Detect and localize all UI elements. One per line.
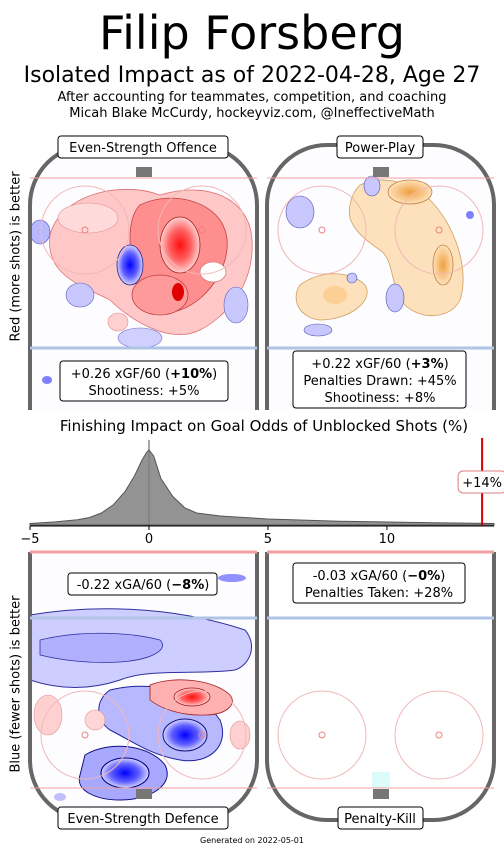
es-offence-xgf: +0.26 xGF/60 (+10%) [71, 367, 217, 382]
penalty-kill-label: Penalty-Kill [344, 812, 416, 827]
power-play-penalties-drawn: Penalties Drawn: +45% [303, 374, 456, 389]
power-play-shootiness: Shootiness: +8% [325, 391, 436, 406]
penalty-kill-penalties-taken: Penalties Taken: +28% [305, 586, 453, 601]
es-offence-shootiness: Shootiness: +5% [89, 384, 200, 399]
player-finishing-label: +14% [462, 476, 502, 491]
penalty-kill-heatmap [372, 772, 390, 788]
density-tick-label: 0 [145, 532, 153, 547]
penalty-kill-rink: -0.03 xGA/60 (−0%) Penalties Taken: +28%… [265, 550, 496, 830]
density-x-ticks: −5 0 5 10 [20, 526, 395, 547]
es-offence-label: Even-Strength Offence [69, 141, 217, 156]
penalty-kill-xga: -0.03 xGA/60 (−0%) [313, 569, 446, 584]
page-title: Filip Forsberg [99, 6, 405, 60]
power-play-label: Power-Play [345, 141, 416, 156]
power-play-goal-icon [373, 167, 389, 177]
density-tick-label: −5 [20, 532, 39, 547]
power-play-rink: Power-Play +0.22 xGF/60 (+3%) Penalties … [265, 135, 496, 410]
page-subtitle: Isolated Impact as of 2022-04-28, Age 27 [23, 63, 481, 88]
es-defence-rink: -0.22 xGA/60 (−8%) Even-Strength Defence [28, 550, 259, 830]
method-note: After accounting for teammates, competit… [57, 90, 447, 105]
es-defence-xga: -0.22 xGA/60 (−8%) [77, 578, 210, 593]
defence-goal-icon [136, 789, 152, 799]
es-defence-label: Even-Strength Defence [67, 812, 218, 827]
density-chart-title: Finishing Impact on Goal Odds of Unblock… [60, 417, 468, 435]
penalty-kill-goal-icon [373, 789, 389, 799]
finishing-density-chart: Finishing Impact on Goal Odds of Unblock… [20, 417, 504, 547]
author-credit: Micah Blake McCurdy, hockeyviz.com, @Ine… [69, 106, 435, 121]
es-defence-heatmap [30, 552, 257, 820]
density-area [29, 449, 495, 526]
generated-date: Generated on 2022-05-01 [200, 836, 304, 845]
density-tick-label: 10 [379, 532, 396, 547]
power-play-xgf: +0.22 xGF/60 (+3%) [311, 357, 448, 372]
es-offence-rink: Even-Strength Offence +0.26 xGF/60 (+10%… [28, 135, 259, 410]
offence-goal-icon [136, 167, 152, 177]
density-tick-label: 5 [264, 532, 272, 547]
